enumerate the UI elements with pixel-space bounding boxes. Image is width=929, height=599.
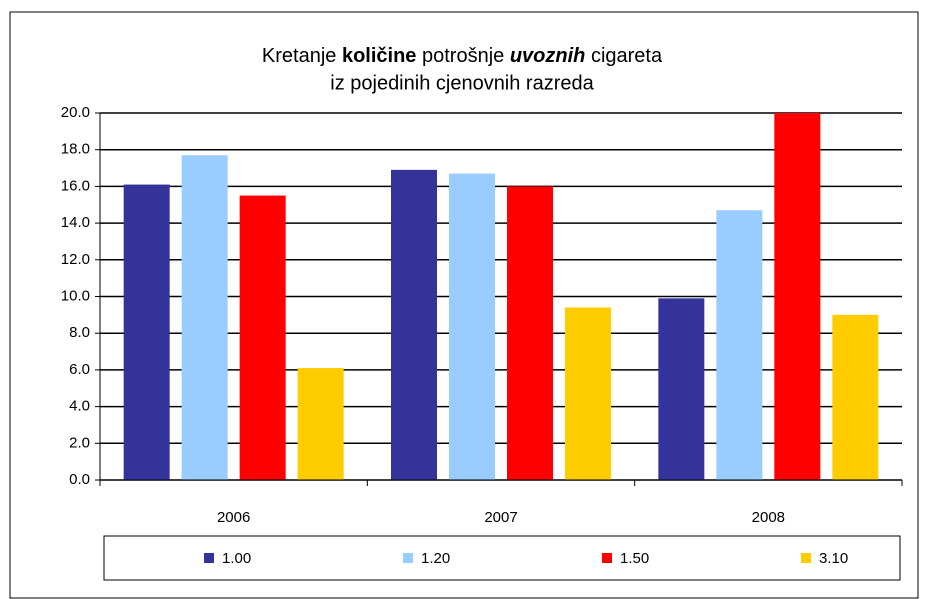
y-tick-label: 2.0 — [69, 434, 90, 451]
bar — [449, 173, 495, 480]
bar — [239, 195, 286, 480]
y-tick-label: 6.0 — [69, 361, 90, 378]
legend-box — [103, 535, 901, 581]
bar — [507, 186, 553, 480]
title-word: Kretanje — [262, 45, 337, 67]
y-tick-label: 14.0 — [61, 214, 90, 231]
bar — [832, 314, 879, 480]
legend-label: 3.10 — [819, 550, 848, 567]
title-word: cigareta — [591, 45, 663, 67]
x-tick-label: 2008 — [752, 509, 785, 526]
y-tick-label: 18.0 — [61, 141, 90, 158]
chart-title: Kretanje količine potrošnje uvoznih ciga… — [262, 45, 663, 67]
legend-swatch — [602, 553, 612, 563]
bar — [297, 368, 344, 480]
y-tick-label: 10.0 — [61, 287, 90, 304]
y-tick-label: 4.0 — [69, 398, 90, 415]
bar — [716, 210, 763, 480]
legend-label: 1.50 — [620, 550, 649, 567]
bar — [181, 155, 228, 480]
y-tick-label: 16.0 — [61, 177, 90, 194]
y-tick-label: 0.0 — [69, 471, 90, 488]
x-tick-label: 2006 — [217, 509, 250, 526]
legend-label: 1.20 — [421, 550, 450, 567]
title-word: uvoznih — [510, 45, 586, 67]
legend-swatch — [403, 553, 413, 563]
y-tick-label: 12.0 — [61, 251, 90, 268]
bar — [391, 169, 437, 480]
x-tick-label: 2007 — [484, 509, 517, 526]
chart-subtitle: iz pojedinih cjenovnih razreda — [330, 72, 594, 94]
bar — [658, 298, 705, 480]
title-word: količine — [342, 45, 416, 67]
legend-swatch — [204, 553, 214, 563]
title-word: potrošnje — [422, 45, 504, 67]
legend-swatch — [801, 553, 811, 563]
bar — [565, 307, 611, 480]
legend-label: 1.00 — [222, 550, 251, 567]
bar — [774, 113, 821, 480]
y-tick-label: 8.0 — [69, 324, 90, 341]
y-tick-label: 20.0 — [61, 104, 90, 121]
bar — [123, 184, 170, 480]
